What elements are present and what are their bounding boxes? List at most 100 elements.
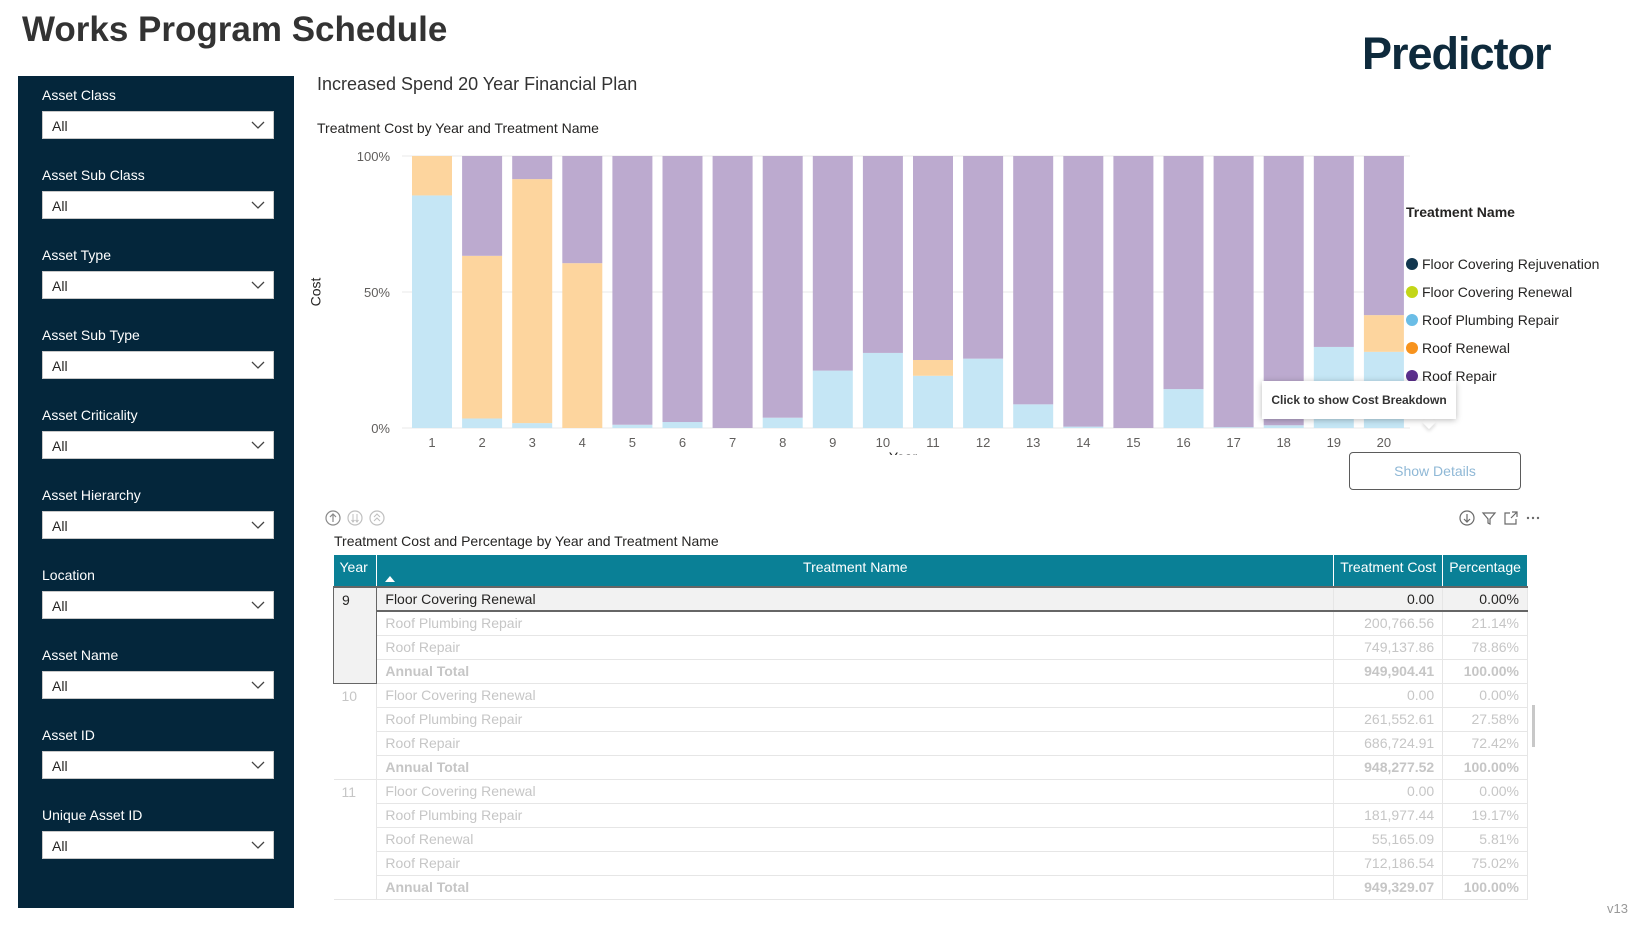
bar-segment[interactable] (763, 418, 803, 428)
treatment-cost-cell: 686,724.91 (1334, 731, 1443, 755)
bar-segment[interactable] (1063, 156, 1103, 427)
table-row[interactable]: Roof Repair 712,186.54 75.02% (334, 851, 1528, 875)
bar-segment[interactable] (412, 156, 452, 195)
bar-segment[interactable] (863, 156, 903, 353)
bar-segment[interactable] (412, 195, 452, 428)
filter-icon[interactable] (1481, 510, 1497, 526)
filter-label: Asset Name (42, 646, 274, 664)
table-row[interactable]: Roof Plumbing Repair 181,977.44 19.17% (334, 803, 1528, 827)
bar-segment[interactable] (913, 376, 953, 428)
table-row[interactable]: Annual Total 949,904.41 100.00% (334, 659, 1528, 683)
filter-label: Asset ID (42, 726, 274, 744)
bar-segment[interactable] (1113, 156, 1153, 428)
bar-segment[interactable] (963, 359, 1003, 428)
filter-dropdown[interactable]: All (42, 431, 274, 459)
percentage-cell: 72.42% (1443, 731, 1528, 755)
table-row[interactable]: Roof Plumbing Repair 261,552.61 27.58% (334, 707, 1528, 731)
table-row[interactable]: 11 Floor Covering Renewal 0.00 0.00% (334, 779, 1528, 803)
filter-dropdown[interactable]: All (42, 191, 274, 219)
column-header-treatment-cost[interactable]: Treatment Cost (1334, 555, 1443, 587)
expand-next-level-icon[interactable] (347, 510, 363, 526)
filter-asset-id: Asset ID All (42, 726, 274, 779)
table-row[interactable]: Annual Total 948,277.52 100.00% (334, 755, 1528, 779)
legend-item[interactable]: Roof Plumbing Repair (1406, 306, 1599, 334)
bar-segment[interactable] (1013, 156, 1053, 404)
filter-unique-asset-id: Unique Asset ID All (42, 806, 274, 859)
filter-dropdown[interactable]: All (42, 511, 274, 539)
focus-mode-icon[interactable] (1503, 510, 1519, 526)
table-row[interactable]: Roof Renewal 55,165.09 5.81% (334, 827, 1528, 851)
table-row[interactable]: Roof Repair 686,724.91 72.42% (334, 731, 1528, 755)
bar-segment[interactable] (462, 256, 502, 419)
table-row[interactable]: Roof Repair 749,137.86 78.86% (334, 635, 1528, 659)
x-tick-label: 13 (1026, 435, 1040, 450)
x-tick-label: 15 (1126, 435, 1140, 450)
treatment-name-cell: Roof Repair (377, 851, 1334, 875)
bar-segment[interactable] (1164, 389, 1204, 428)
expand-all-icon[interactable] (369, 510, 385, 526)
percentage-cell: 21.14% (1443, 611, 1528, 635)
filter-dropdown[interactable]: All (42, 671, 274, 699)
legend-item[interactable]: Floor Covering Rejuvenation (1406, 250, 1599, 278)
treatment-cost-chart[interactable]: 0%50%100%1 2 3 4 5 6 7 8 9 10 11 12 13 14 15 16 17 18 19 20… (310, 140, 1410, 455)
column-header-year[interactable]: Year (334, 555, 377, 587)
bar-segment[interactable] (512, 156, 552, 179)
table-scrollbar[interactable] (1532, 705, 1535, 747)
treatment-cost-cell: 181,977.44 (1334, 803, 1443, 827)
bar-segment[interactable] (462, 418, 502, 428)
more-options-icon[interactable] (1525, 510, 1541, 526)
drill-up-icon[interactable] (325, 510, 341, 526)
bar-segment[interactable] (1013, 404, 1053, 428)
bar-segment[interactable] (462, 156, 502, 256)
bar-segment[interactable] (1214, 156, 1254, 427)
filter-dropdown[interactable]: All (42, 751, 274, 779)
bar-segment[interactable] (612, 425, 652, 428)
legend-item[interactable]: Roof Renewal (1406, 334, 1599, 362)
bar-segment[interactable] (1314, 156, 1354, 347)
chevron-down-icon (251, 838, 265, 852)
bar-segment[interactable] (612, 156, 652, 425)
bar-segment[interactable] (1264, 425, 1304, 428)
bar-segment[interactable] (663, 156, 703, 422)
column-header-treatment-name[interactable]: Treatment Name (377, 555, 1334, 587)
bar-segment[interactable] (713, 156, 753, 428)
filter-asset-criticality: Asset Criticality All (42, 406, 274, 459)
filter-dropdown[interactable]: All (42, 351, 274, 379)
legend-label: Roof Plumbing Repair (1422, 312, 1559, 328)
bar-segment[interactable] (562, 263, 602, 428)
table-row[interactable]: 9 Floor Covering Renewal 0.00 0.00% (334, 587, 1528, 611)
bar-segment[interactable] (863, 353, 903, 428)
chart-title: Treatment Cost by Year and Treatment Nam… (317, 120, 599, 136)
bar-segment[interactable] (1364, 315, 1404, 352)
bar-segment[interactable] (1063, 427, 1103, 428)
show-details-button[interactable]: Show Details (1349, 452, 1521, 490)
filter-dropdown[interactable]: All (42, 831, 274, 859)
drill-down-icon[interactable] (1459, 510, 1475, 526)
bar-segment[interactable] (913, 360, 953, 376)
bar-segment[interactable] (813, 156, 853, 371)
table-title: Treatment Cost and Percentage by Year an… (334, 533, 719, 549)
legend-item[interactable]: Floor Covering Renewal (1406, 278, 1599, 306)
bar-segment[interactable] (963, 156, 1003, 359)
bar-segment[interactable] (562, 156, 602, 263)
table-row[interactable]: Roof Plumbing Repair 200,766.56 21.14% (334, 611, 1528, 635)
bar-segment[interactable] (1364, 156, 1404, 315)
bar-segment[interactable] (913, 156, 953, 360)
y-axis-title: Cost (310, 278, 324, 307)
bar-segment[interactable] (763, 156, 803, 418)
table-row[interactable]: 10 Floor Covering Renewal 0.00 0.00% (334, 683, 1528, 707)
bar-segment[interactable] (512, 179, 552, 423)
bar-segment[interactable] (1164, 156, 1204, 389)
bar-segment[interactable] (813, 371, 853, 428)
filter-dropdown[interactable]: All (42, 271, 274, 299)
filter-asset-class: Asset Class All (42, 86, 274, 139)
percentage-cell: 100.00% (1443, 875, 1528, 899)
bar-segment[interactable] (1214, 427, 1254, 428)
filter-dropdown[interactable]: All (42, 591, 274, 619)
treatment-name-cell: Roof Plumbing Repair (377, 707, 1334, 731)
bar-segment[interactable] (663, 422, 703, 428)
bar-segment[interactable] (512, 423, 552, 428)
column-header-percentage[interactable]: Percentage (1443, 555, 1528, 587)
filter-dropdown[interactable]: All (42, 111, 274, 139)
table-row[interactable]: Annual Total 949,329.07 100.00% (334, 875, 1528, 899)
